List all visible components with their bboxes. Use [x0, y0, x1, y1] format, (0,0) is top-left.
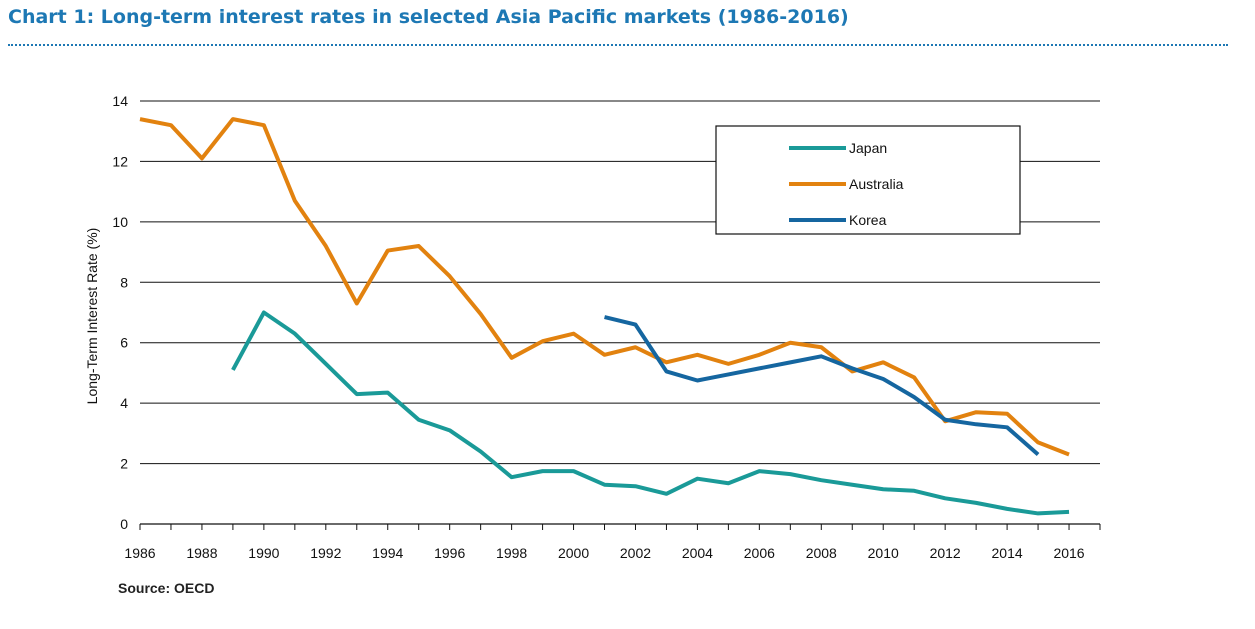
x-tick-label: 2016 — [1053, 545, 1084, 561]
grid-lines — [140, 100, 1100, 465]
x-tick-label: 1986 — [124, 545, 155, 561]
legend-label-australia: Australia — [849, 176, 904, 192]
chart-title: Chart 1: Long-term interest rates in sel… — [8, 6, 849, 28]
x-tick-label: 1992 — [310, 545, 341, 561]
legend-box — [715, 125, 1021, 235]
y-tick-label: 10 — [112, 214, 128, 230]
x-tick-label: 2008 — [806, 545, 837, 561]
x-tick-label: 1998 — [496, 545, 527, 561]
x-tick-label: 2006 — [744, 545, 775, 561]
y-tick-label: 12 — [112, 153, 128, 169]
series-line-japan — [231, 310, 1070, 516]
x-tick-label: 2014 — [992, 545, 1023, 561]
series-lines — [139, 117, 1070, 516]
legend: Japan Australia Korea — [715, 125, 1021, 235]
y-tick-labels: 0 2 4 6 8 10 12 14 — [112, 93, 128, 532]
y-axis-label: Long-Term Interest Rate (%) — [84, 228, 100, 405]
x-tick-label: 2004 — [682, 545, 713, 561]
source-note: Source: OECD — [118, 580, 215, 596]
y-tick-label: 14 — [112, 93, 128, 109]
series-line-australia — [139, 117, 1070, 457]
x-tick-label: 1988 — [186, 545, 217, 561]
x-tick-label: 2010 — [868, 545, 899, 561]
x-tick-label: 1990 — [248, 545, 279, 561]
x-tick-label: 1996 — [434, 545, 465, 561]
y-tick-label: 6 — [120, 335, 128, 351]
legend-label-japan: Japan — [849, 140, 887, 156]
x-tick-label: 2000 — [558, 545, 589, 561]
y-tick-label: 2 — [120, 456, 128, 472]
x-tick-label: 1994 — [372, 545, 403, 561]
x-tick-labels: 1986 1988 1990 1992 1994 1996 1998 2000 2002 2004… — [124, 545, 1084, 561]
y-tick-label: 4 — [120, 395, 128, 411]
series-line-korea — [604, 315, 1040, 457]
x-tick-label: 2002 — [620, 545, 651, 561]
legend-label-korea: Korea — [849, 212, 887, 228]
y-tick-label: 0 — [120, 516, 128, 532]
axes — [139, 523, 1101, 530]
y-tick-label: 8 — [120, 274, 128, 290]
x-tick-label: 2012 — [930, 545, 961, 561]
title-divider — [8, 44, 1228, 46]
